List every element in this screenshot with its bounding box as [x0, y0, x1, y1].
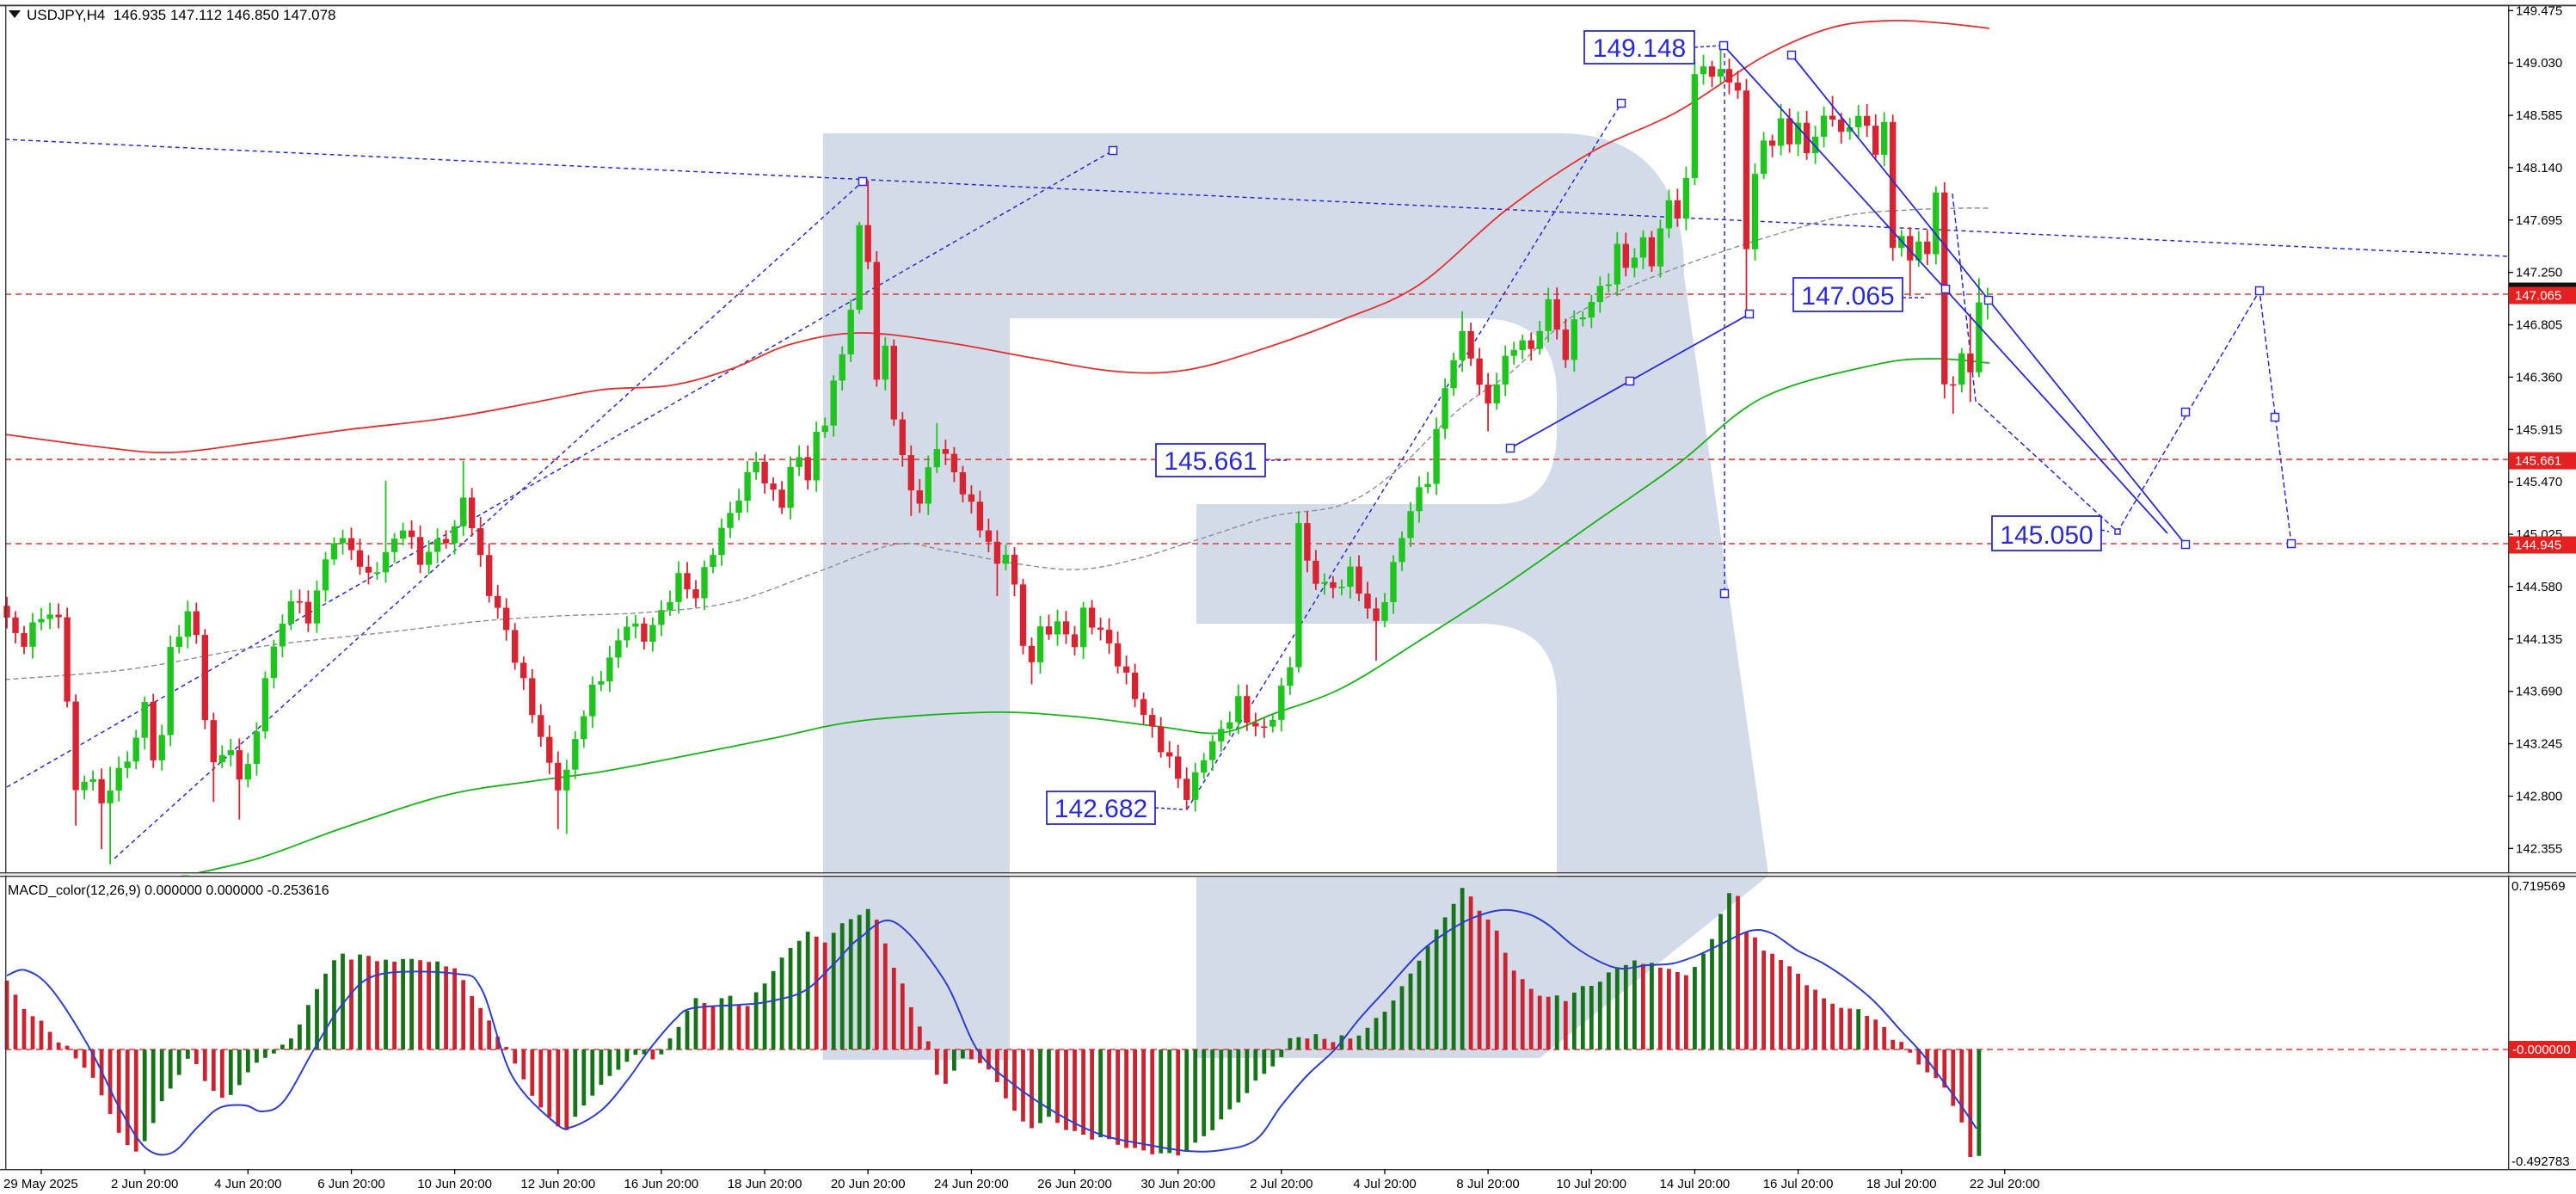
svg-text:4 Jul 20:00: 4 Jul 20:00: [1353, 1177, 1416, 1191]
svg-text:-0.000000: -0.000000: [2512, 1043, 2571, 1057]
svg-text:USDJPY,H4 146.935 147.112 146: USDJPY,H4 146.935 147.112 146.850 147.07…: [27, 7, 336, 23]
svg-text:10 Jul 20:00: 10 Jul 20:00: [1556, 1177, 1626, 1191]
svg-text:146.805: 146.805: [2516, 318, 2562, 333]
svg-text:29 May 2025: 29 May 2025: [3, 1177, 78, 1191]
svg-text:142.800: 142.800: [2516, 790, 2562, 804]
svg-text:148.140: 148.140: [2516, 161, 2562, 175]
svg-text:149.030: 149.030: [2516, 56, 2562, 71]
svg-text:146.360: 146.360: [2516, 370, 2562, 385]
svg-text:149.475: 149.475: [2516, 3, 2562, 18]
svg-text:145.661: 145.661: [1164, 447, 1257, 476]
svg-text:MACD_color(12,26,9) 0.000000 0: MACD_color(12,26,9) 0.000000 0.000000 -0…: [8, 883, 329, 898]
svg-text:143.690: 143.690: [2516, 685, 2562, 699]
svg-text:149.148: 149.148: [1593, 34, 1686, 63]
svg-text:145.470: 145.470: [2516, 475, 2562, 489]
svg-text:14 Jul 20:00: 14 Jul 20:00: [1660, 1177, 1731, 1191]
svg-text:10 Jun 20:00: 10 Jun 20:00: [417, 1177, 492, 1191]
svg-text:18 Jun 20:00: 18 Jun 20:00: [728, 1177, 802, 1191]
svg-text:30 Jun 20:00: 30 Jun 20:00: [1140, 1177, 1215, 1191]
svg-text:22 Jul 20:00: 22 Jul 20:00: [1970, 1177, 2040, 1191]
svg-text:4 Jun 20:00: 4 Jun 20:00: [214, 1177, 281, 1191]
svg-text:142.355: 142.355: [2516, 841, 2562, 856]
svg-text:145.661: 145.661: [2515, 454, 2561, 469]
svg-text:16 Jul 20:00: 16 Jul 20:00: [1763, 1177, 1834, 1191]
svg-text:147.065: 147.065: [2515, 289, 2561, 304]
svg-text:18 Jul 20:00: 18 Jul 20:00: [1866, 1177, 1937, 1191]
svg-text:145.915: 145.915: [2516, 422, 2562, 437]
svg-text:144.580: 144.580: [2516, 580, 2562, 594]
svg-text:145.050: 145.050: [2000, 521, 2093, 550]
svg-text:20 Jun 20:00: 20 Jun 20:00: [831, 1177, 906, 1191]
svg-text:12 Jun 20:00: 12 Jun 20:00: [520, 1177, 595, 1191]
svg-text:8 Jul 20:00: 8 Jul 20:00: [1456, 1177, 1519, 1191]
svg-text:144.945: 144.945: [2515, 539, 2561, 553]
svg-text:26 Jun 20:00: 26 Jun 20:00: [1037, 1177, 1112, 1191]
svg-text:24 Jun 20:00: 24 Jun 20:00: [934, 1177, 1009, 1191]
svg-text:6 Jun 20:00: 6 Jun 20:00: [317, 1177, 384, 1191]
svg-text:2 Jun 20:00: 2 Jun 20:00: [111, 1177, 178, 1191]
svg-text:147.250: 147.250: [2516, 266, 2562, 280]
svg-text:142.682: 142.682: [1054, 795, 1147, 823]
svg-text:143.245: 143.245: [2516, 737, 2562, 752]
svg-text:148.585: 148.585: [2516, 108, 2562, 123]
svg-text:147.065: 147.065: [1801, 282, 1894, 311]
svg-text:2 Jul 20:00: 2 Jul 20:00: [1250, 1177, 1313, 1191]
svg-text:144.135: 144.135: [2516, 632, 2562, 647]
svg-text:16 Jun 20:00: 16 Jun 20:00: [624, 1177, 699, 1191]
svg-text:147.695: 147.695: [2516, 213, 2562, 228]
svg-text:0.719569: 0.719569: [2511, 879, 2566, 894]
svg-text:-0.492783: -0.492783: [2511, 1154, 2570, 1169]
